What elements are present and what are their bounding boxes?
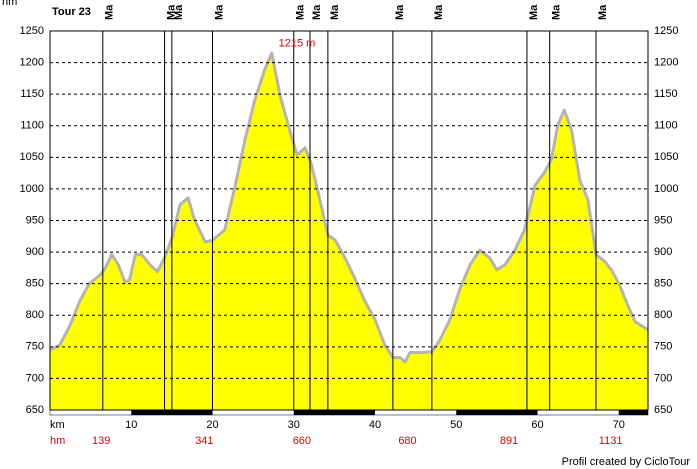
marker-label: Ma <box>104 4 116 20</box>
y-tick-label: 1150 <box>20 88 44 100</box>
y2-tick-label: 1050 <box>654 151 678 163</box>
x-tick-label: 30 <box>288 419 300 431</box>
y2-tick-label: 850 <box>654 278 672 290</box>
scale-bar-segment <box>618 410 648 415</box>
marker-label: Ma <box>213 4 225 20</box>
y-tick-label: 700 <box>26 372 44 384</box>
y2-tick-label: 1250 <box>654 25 678 37</box>
y-tick-label: 650 <box>26 404 44 416</box>
marker-label: Ma <box>394 4 406 20</box>
y2-tick-label: 950 <box>654 214 672 226</box>
y-tick-label: 850 <box>26 278 44 290</box>
y2-tick-label: 1150 <box>654 88 678 100</box>
y-tick-label: 950 <box>26 214 44 226</box>
marker-label: Ma <box>528 4 540 20</box>
climb-value: 891 <box>500 435 518 447</box>
marker-label: Ma <box>173 4 185 20</box>
scale-bar <box>49 409 649 416</box>
x-tick-label: 50 <box>450 419 462 431</box>
scale-bar-segment <box>456 410 538 415</box>
y-tick-label: 900 <box>26 246 44 258</box>
climb-value: 680 <box>398 435 416 447</box>
y-tick-label: 1000 <box>20 183 44 195</box>
climb-value: 1131 <box>599 435 623 447</box>
chart-title: Tour 23 <box>52 6 91 18</box>
y2-tick-label: 700 <box>654 372 672 384</box>
marker-label: Ma <box>433 4 445 20</box>
y2-tick-label: 1100 <box>654 120 678 132</box>
marker-label: Ma <box>597 4 609 20</box>
elevation-line <box>49 51 649 364</box>
y-tick-label: 1100 <box>20 120 44 132</box>
marker-label: Ma <box>165 4 177 20</box>
y2-tick-label: 750 <box>654 341 672 353</box>
y-unit-label: hm <box>2 0 17 8</box>
y-tick-label: 1200 <box>20 56 44 68</box>
x-axis-label: km <box>50 419 65 431</box>
annotation: 1215 m <box>279 38 316 50</box>
footer: Profil created by CicloTour <box>562 456 691 468</box>
x-tick-label: 40 <box>369 419 381 431</box>
x-tick-label: 70 <box>613 419 625 431</box>
y-tick-label: 1050 <box>20 151 44 163</box>
y-tick-label: 1250 <box>20 25 44 37</box>
y-tick-label: 800 <box>26 309 44 321</box>
scale-bar-segment <box>131 410 213 415</box>
marker-label: Ma <box>311 4 323 20</box>
y2-tick-label: 1200 <box>654 56 678 68</box>
marker-label: Ma <box>551 4 563 20</box>
y2-tick-label: 900 <box>654 246 672 258</box>
x-tick-label: 10 <box>125 419 137 431</box>
climb-label: hm <box>50 435 65 447</box>
climb-value: 139 <box>92 435 110 447</box>
y2-tick-label: 650 <box>654 404 672 416</box>
scale-bar-segment <box>293 410 375 415</box>
y2-tick-label: 800 <box>654 309 672 321</box>
x-tick-label: 60 <box>531 419 543 431</box>
marker-label: Ma <box>295 4 307 20</box>
climb-value: 660 <box>293 435 311 447</box>
marker-label: Ma <box>329 4 341 20</box>
y-tick-label: 750 <box>26 341 44 353</box>
climb-value: 341 <box>195 435 213 447</box>
x-tick-label: 20 <box>206 419 218 431</box>
elevation-area <box>50 53 648 410</box>
y2-tick-label: 1000 <box>654 183 678 195</box>
